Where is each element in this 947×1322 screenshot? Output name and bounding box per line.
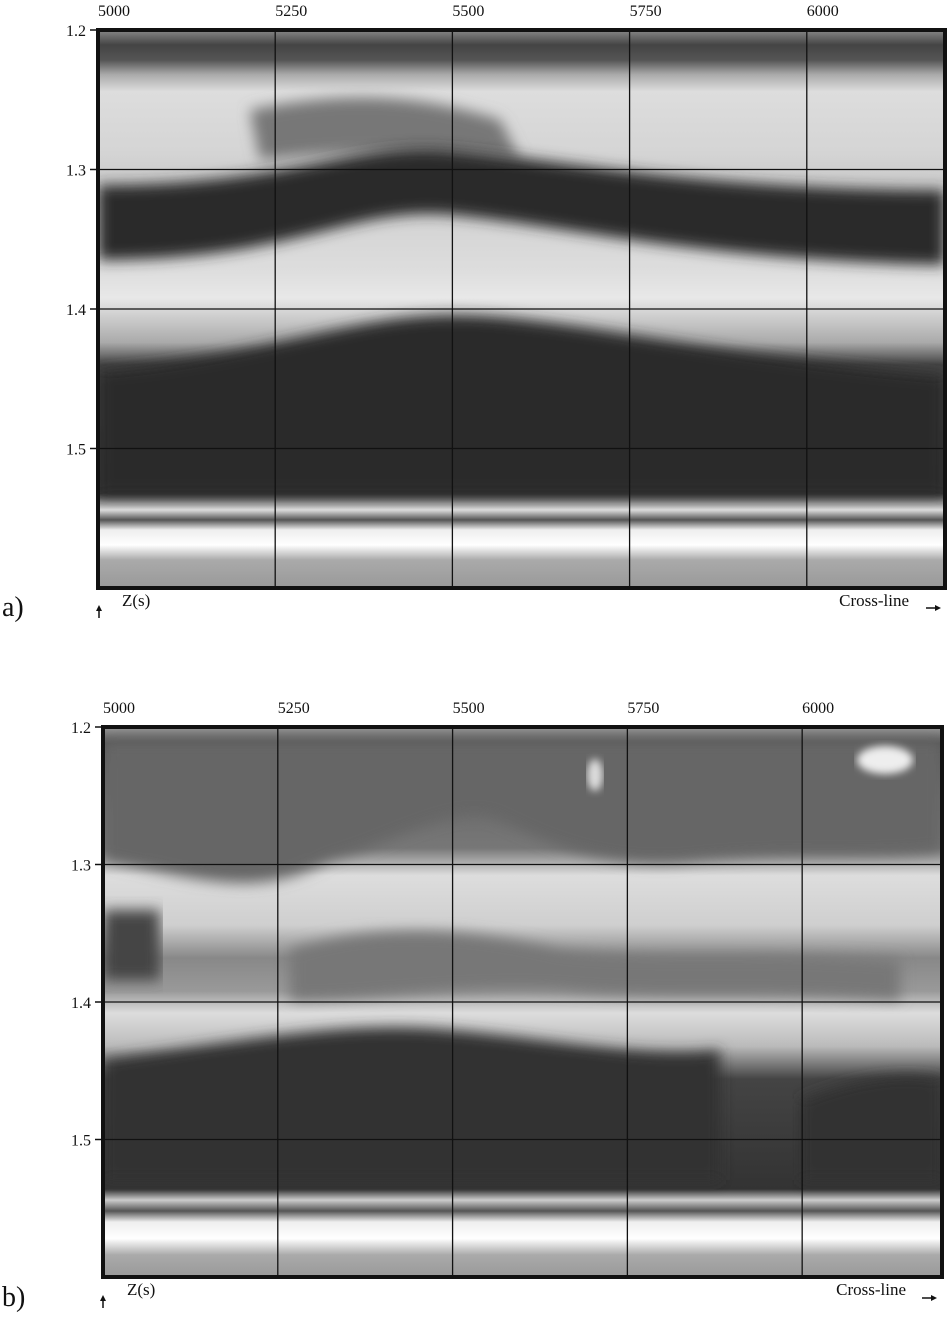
x-axis-label: Cross-line bbox=[839, 591, 909, 610]
x-tick-label: 5750 bbox=[630, 3, 662, 20]
y-tick-label: 1.5 bbox=[66, 442, 86, 459]
x-tick-label: 5250 bbox=[275, 3, 307, 20]
y-tick-label: 1.5 bbox=[71, 1133, 91, 1150]
y-tick-label: 1.3 bbox=[71, 858, 91, 875]
x-tick-label: 5000 bbox=[98, 3, 130, 20]
y-tick-label: 1.2 bbox=[71, 720, 91, 737]
plot-frame bbox=[101, 725, 944, 1279]
x-tick-label: 5500 bbox=[452, 3, 484, 20]
x-tick-label: 5750 bbox=[627, 700, 659, 717]
x-tick-label: 5250 bbox=[278, 700, 310, 717]
y-axis-label: Z(s) bbox=[122, 591, 150, 610]
y-tick-label: 1.2 bbox=[66, 23, 86, 40]
y-tick-label: 1.4 bbox=[71, 995, 91, 1012]
panel-label: a) bbox=[2, 592, 24, 623]
y-tick-label: 1.3 bbox=[66, 163, 86, 180]
axis-arrows bbox=[96, 605, 941, 1308]
y-axis-label: Z(s) bbox=[127, 1280, 155, 1299]
x-tick-label: 5000 bbox=[103, 700, 135, 717]
x-tick-label: 6000 bbox=[802, 700, 834, 717]
plot-frame bbox=[96, 28, 947, 590]
y-tick-label: 1.4 bbox=[66, 302, 86, 319]
x-tick-label: 6000 bbox=[807, 3, 839, 20]
panel-label: b) bbox=[2, 1282, 25, 1313]
x-axis-label: Cross-line bbox=[836, 1280, 906, 1299]
x-tick-label: 5500 bbox=[453, 700, 485, 717]
